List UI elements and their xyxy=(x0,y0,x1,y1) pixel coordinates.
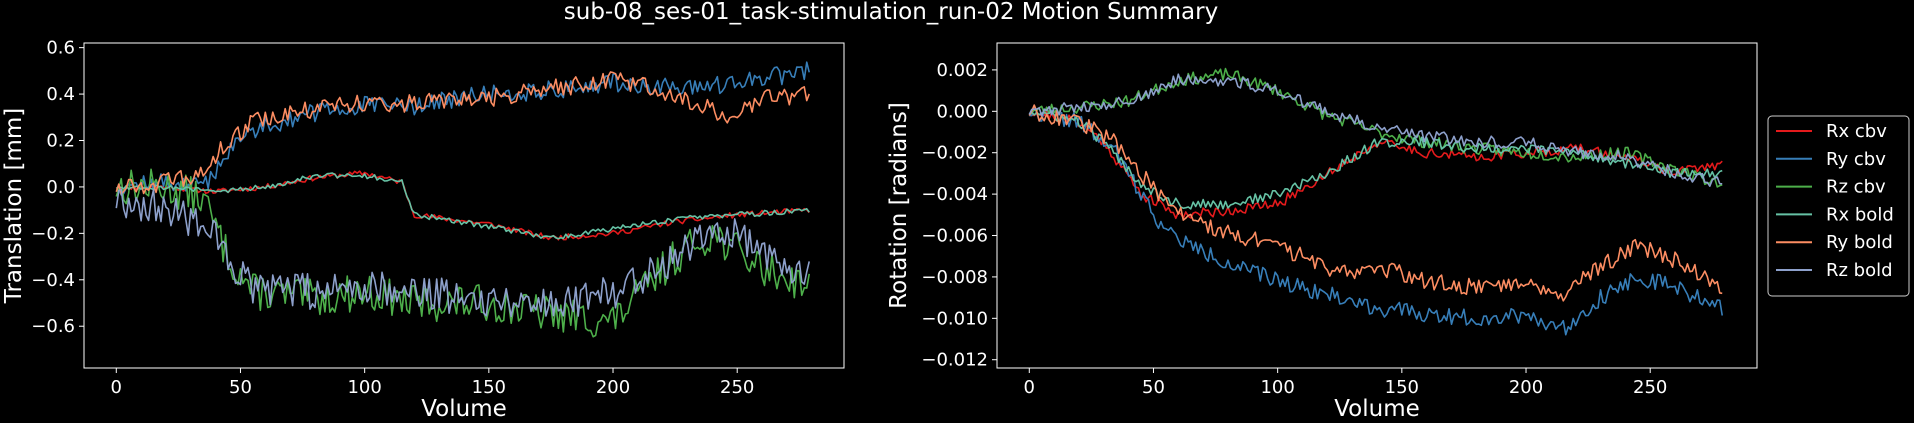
rotation-y-tick-label: −0.006 xyxy=(921,226,988,247)
rotation-y-tick-label: −0.004 xyxy=(921,184,988,205)
rotation-x-tick-label: 250 xyxy=(1633,377,1667,398)
translation-series-rx-bold-line xyxy=(115,172,810,240)
translation-y-tick-label: −0.4 xyxy=(31,270,75,291)
rotation-x-tick-label: 200 xyxy=(1509,377,1543,398)
translation-series-rx-cbv-line xyxy=(116,170,810,241)
translation-x-tick-label: 250 xyxy=(720,377,754,398)
translation-axes-frame xyxy=(83,42,845,369)
rotation-y-tick-label: −0.010 xyxy=(921,308,988,329)
legend-label-rx-cbv: Rx cbv xyxy=(1826,121,1887,142)
rotation-x-tick-label: 50 xyxy=(1142,377,1165,398)
rotation-y-tick-label: −0.002 xyxy=(921,143,988,164)
translation-x-tick-label: 200 xyxy=(596,377,630,398)
translation-y-tick-label: −0.2 xyxy=(31,223,75,244)
rotation-series-rz-bold-line xyxy=(1028,73,1723,187)
legend-label-rx-bold: Rx bold xyxy=(1826,204,1894,225)
translation-series-group xyxy=(115,61,811,338)
translation-series-ry-cbv-line xyxy=(115,61,811,196)
translation-y-tick-label: −0.6 xyxy=(31,316,75,337)
rotation-series-ry-cbv-line xyxy=(1029,105,1724,336)
rotation-x-tick-label: 150 xyxy=(1385,377,1419,398)
legend: Rx cbv Ry cbv Rz cbv Rx bold Ry bold Rz bold xyxy=(1767,115,1910,297)
translation-x-axis-label: Volume xyxy=(421,396,507,422)
rotation-axes-frame xyxy=(996,42,1758,369)
translation-series-ry-bold-line xyxy=(115,71,810,195)
rotation-x-tick-label: 0 xyxy=(1024,377,1035,398)
rotation-y-tick-label: −0.012 xyxy=(921,350,988,371)
translation-x-tick-label: 150 xyxy=(472,377,506,398)
translation-y-tick-label: 0.6 xyxy=(46,38,75,59)
translation-y-axis-label: Translation [mm] xyxy=(1,108,27,304)
translation-y-tick-label: 0.4 xyxy=(46,84,75,105)
translation-series-rz-bold-line xyxy=(115,188,811,318)
translation-x-tick-label: 100 xyxy=(347,377,381,398)
rotation-series-rx-cbv-line xyxy=(1028,110,1723,220)
translation-y-tick-label: 0.2 xyxy=(46,131,75,152)
rotation-y-tick-label: −0.008 xyxy=(921,267,988,288)
rotation-series-ry-bold-line xyxy=(1028,104,1723,302)
rotation-series-group xyxy=(1028,67,1724,336)
translation-x-tick-label: 0 xyxy=(111,377,122,398)
legend-label-rz-cbv: Rz cbv xyxy=(1826,177,1886,198)
legend-label-rz-bold: Rz bold xyxy=(1826,260,1893,281)
rotation-y-tick-label: 0.002 xyxy=(936,60,988,81)
rotation-x-tick-label: 100 xyxy=(1260,377,1294,398)
translation-x-tick-label: 50 xyxy=(229,377,252,398)
translation-plot: 0 50 100 150 200 250 −0.6 −0.4 −0.2 0.0 0.2 0.4 0.6 V… xyxy=(1,38,845,422)
figure-title: sub-08_ses-01_task-stimulation_run-02 Mo… xyxy=(564,0,1218,25)
rotation-y-tick-label: 0.000 xyxy=(936,101,988,122)
rotation-x-axis-label: Volume xyxy=(1334,396,1420,422)
legend-frame xyxy=(1767,115,1910,297)
translation-y-tick-label: 0.0 xyxy=(46,177,75,198)
legend-label-ry-cbv: Ry cbv xyxy=(1826,149,1886,170)
legend-label-ry-bold: Ry bold xyxy=(1826,232,1893,253)
rotation-y-axis-label: Rotation [radians] xyxy=(886,102,912,309)
rotation-plot: 0 50 100 150 200 250 −0.012 −0.010 −0.008 −0.006 −… xyxy=(886,42,1758,422)
